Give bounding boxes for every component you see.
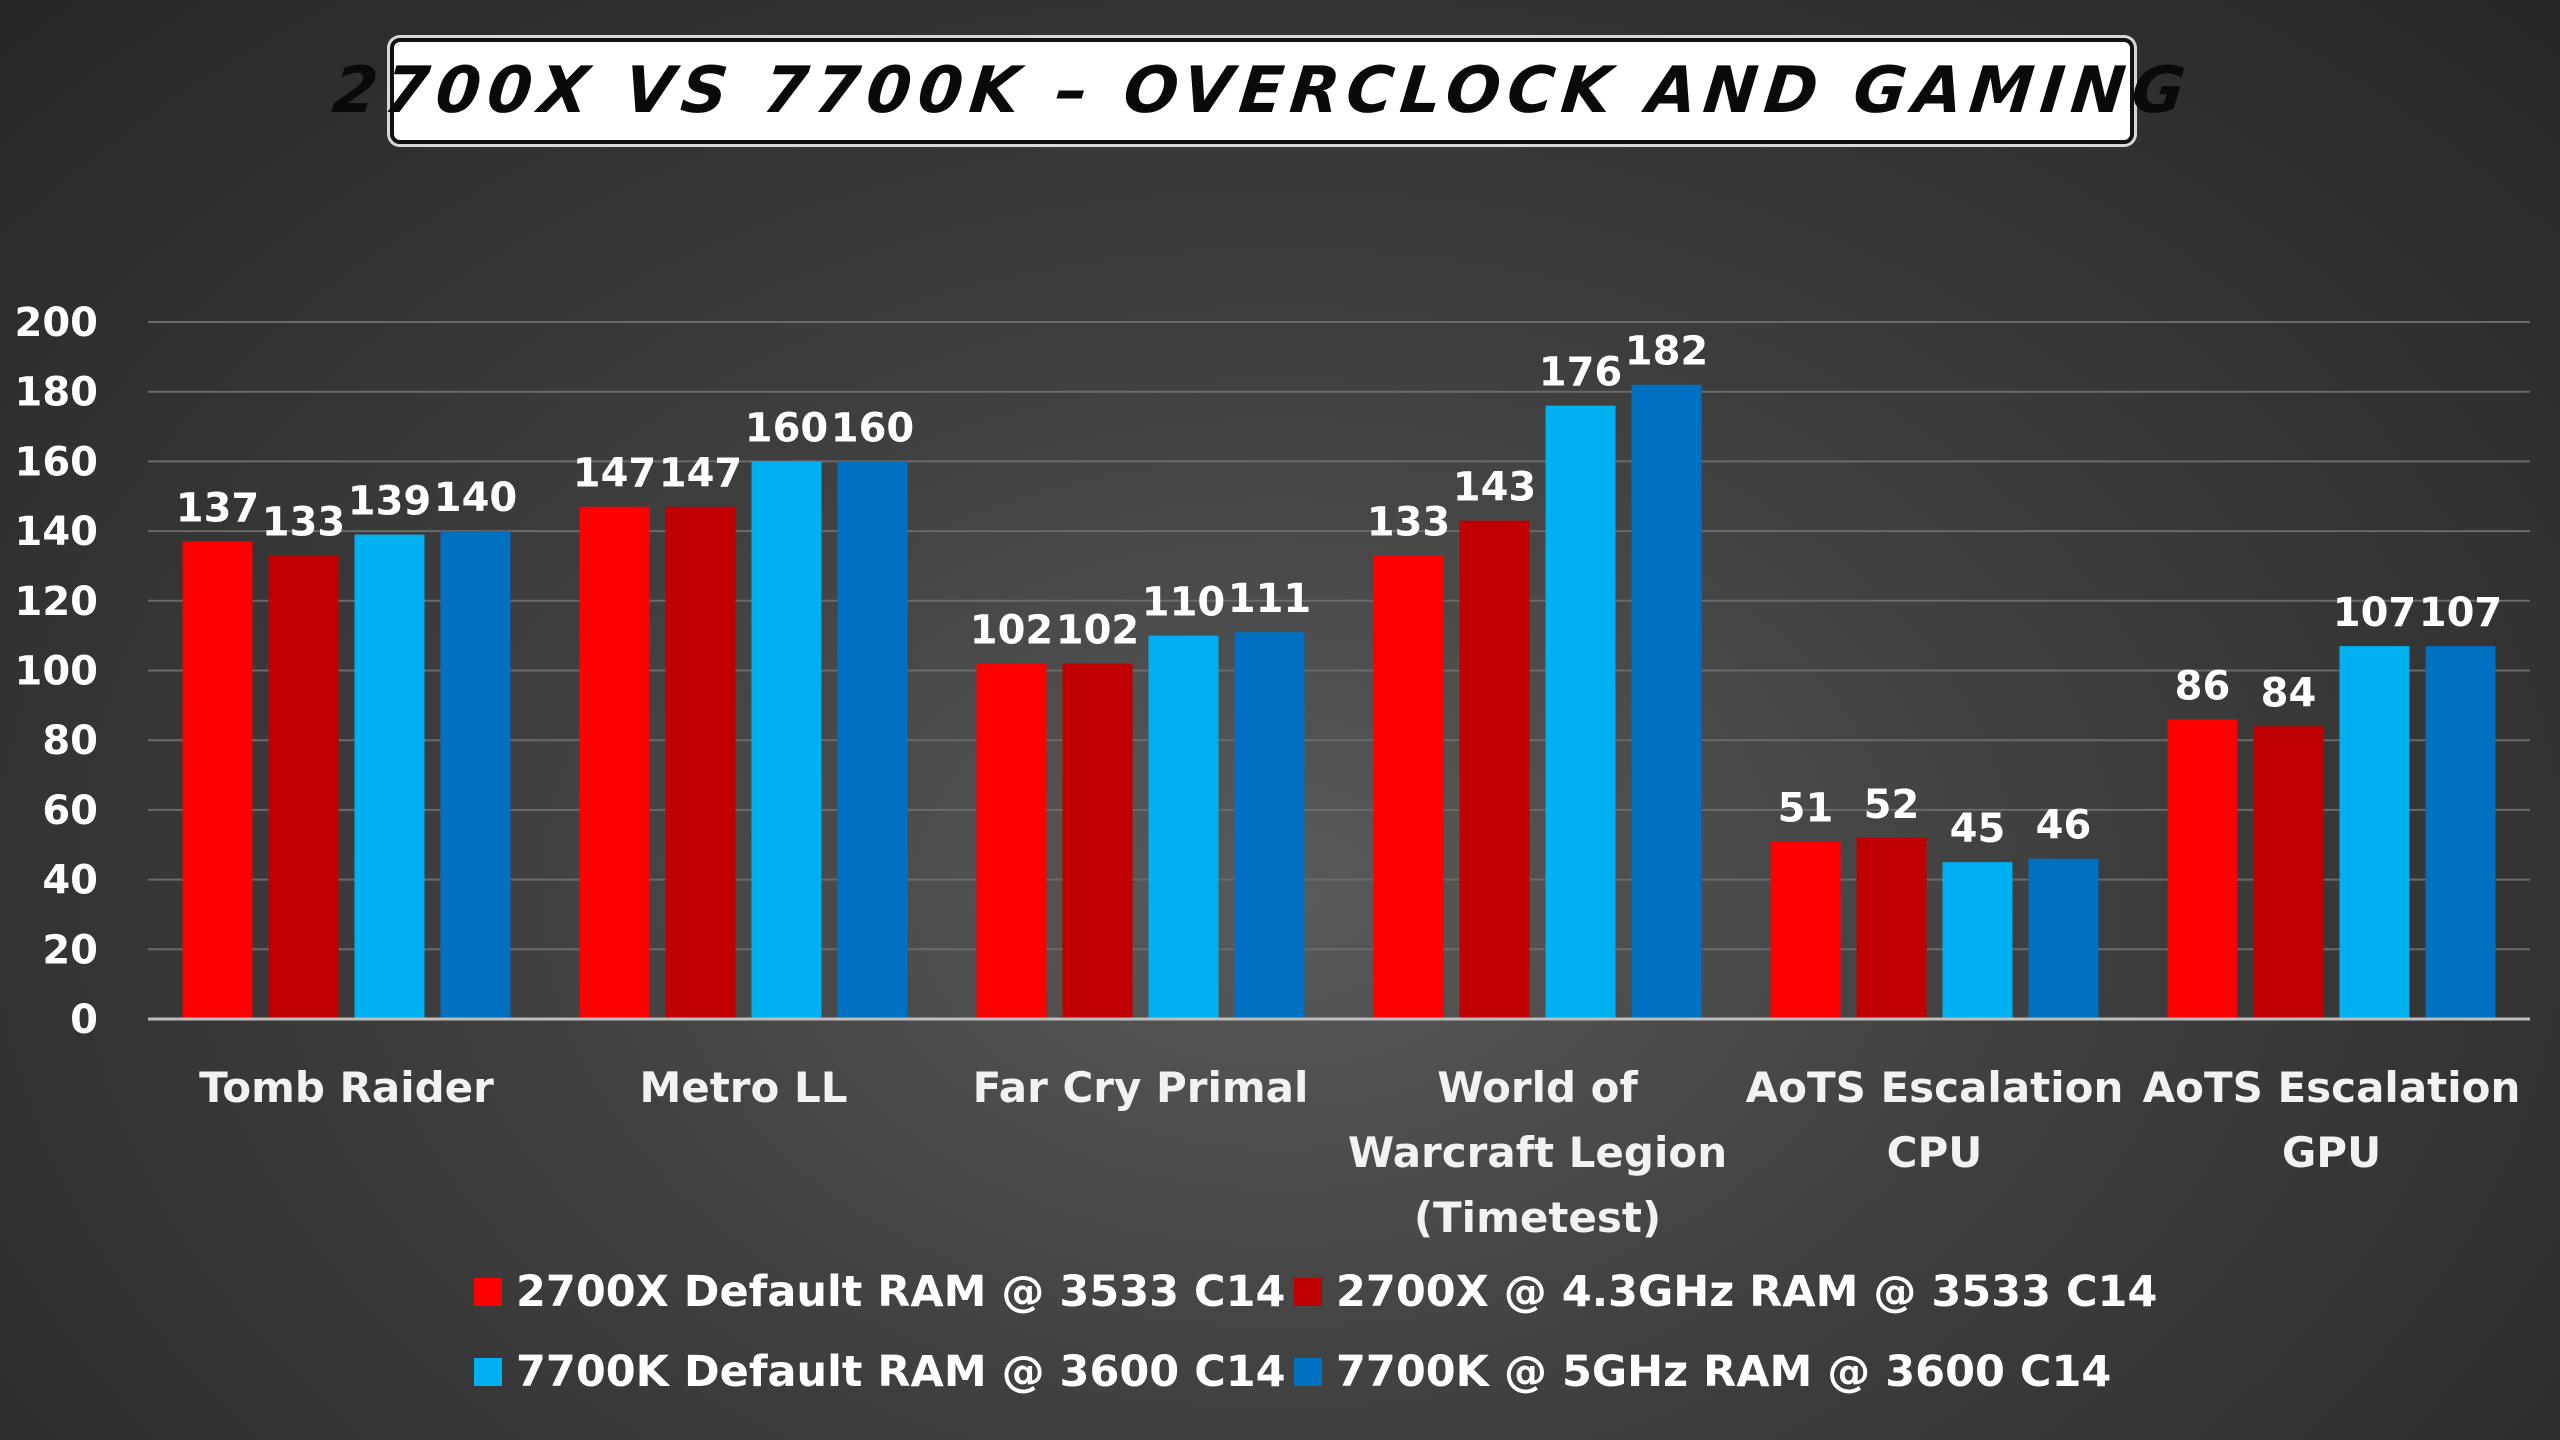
- data-label: 160: [745, 405, 829, 451]
- bar: [1545, 405, 1616, 1019]
- y-tick-label: 180: [15, 370, 99, 416]
- category-label-line: GPU: [2282, 1128, 2381, 1177]
- data-label: 111: [1228, 576, 1312, 622]
- legend-label: 7700K @ 5GHz RAM @ 3600 C14: [1336, 1347, 2111, 1397]
- bar: [354, 534, 425, 1019]
- category-label: AoTS Escalation CPU: [1746, 1063, 2124, 1177]
- category-label-line: CPU: [1887, 1128, 1983, 1177]
- bar: [1234, 632, 1305, 1019]
- bar: [1062, 663, 1133, 1019]
- category-labels: Tomb Raider Metro LL Far Cry Primal World o…: [199, 1063, 2520, 1242]
- category-label-line: (Timetest): [1414, 1193, 1661, 1242]
- category-label-line: World of: [1437, 1063, 1638, 1112]
- legend-label: 2700X Default RAM @ 3533 C14: [516, 1267, 1285, 1317]
- gridlines: [148, 321, 2530, 951]
- data-label: 52: [1864, 782, 1920, 828]
- category-label: AoTS Escalation GPU: [2143, 1063, 2521, 1177]
- data-label: 102: [970, 608, 1054, 654]
- data-label: 110: [1142, 580, 1226, 626]
- data-label: 45: [1950, 806, 2006, 852]
- category-label-line: AoTS Escalation: [1746, 1063, 2124, 1112]
- data-label: 140: [434, 475, 518, 521]
- bar: [1148, 635, 1219, 1019]
- legend-label: 2700X @ 4.3GHz RAM @ 3533 C14: [1336, 1267, 2157, 1317]
- data-label: 133: [262, 499, 346, 545]
- data-label: 139: [348, 479, 432, 525]
- legend-swatch: [474, 1278, 502, 1306]
- bar: [2028, 858, 2099, 1019]
- data-label: 143: [1453, 465, 1537, 511]
- y-tick-label: 20: [42, 927, 98, 973]
- bar: [2167, 719, 2238, 1019]
- bars: [182, 384, 2496, 1020]
- y-tick-label: 140: [15, 509, 99, 555]
- bar: [2253, 726, 2324, 1019]
- category-label-line: Tomb Raider: [199, 1063, 494, 1112]
- y-axis-ticks: 0 20 40 60 80 100 120 140 160 180 200: [15, 300, 99, 1043]
- data-label: 107: [2333, 590, 2417, 636]
- y-tick-label: 120: [15, 579, 99, 625]
- data-label: 107: [2419, 590, 2503, 636]
- data-label: 137: [176, 486, 260, 532]
- legend: 2700X Default RAM @ 3533 C14 2700X @ 4.3G…: [474, 1267, 2157, 1397]
- legend-swatch: [474, 1358, 502, 1386]
- bar: [1770, 841, 1841, 1019]
- bar: [1631, 384, 1702, 1020]
- bar: [976, 663, 1047, 1019]
- bar: [837, 461, 908, 1019]
- category-label-line: Far Cry Primal: [973, 1063, 1309, 1112]
- bar: [1459, 520, 1530, 1019]
- y-tick-label: 0: [70, 997, 98, 1043]
- bar: [665, 506, 736, 1020]
- category-label-line: AoTS Escalation: [2143, 1063, 2521, 1112]
- category-label-line: Warcraft Legion: [1348, 1128, 1727, 1177]
- data-label: 102: [1056, 608, 1140, 654]
- category-label: Far Cry Primal: [973, 1063, 1309, 1112]
- y-tick-label: 60: [42, 788, 98, 834]
- data-label: 160: [831, 405, 915, 451]
- category-label: World of Warcraft Legion (Timetest): [1348, 1063, 1727, 1242]
- data-label: 182: [1625, 329, 1709, 375]
- bar: [579, 506, 650, 1020]
- data-label: 176: [1539, 350, 1623, 396]
- y-tick-label: 160: [15, 439, 99, 485]
- category-label-line: Metro LL: [639, 1063, 847, 1112]
- data-label: 147: [659, 451, 743, 497]
- bar: [1856, 837, 1927, 1019]
- legend-label: 7700K Default RAM @ 3600 C14: [516, 1347, 1286, 1397]
- bar: [2339, 646, 2410, 1019]
- bar: [440, 531, 511, 1019]
- y-tick-label: 80: [42, 718, 98, 764]
- bar: [1942, 862, 2013, 1019]
- data-label: 86: [2175, 663, 2231, 709]
- bar: [268, 555, 339, 1019]
- data-label: 147: [573, 451, 657, 497]
- y-tick-label: 40: [42, 858, 98, 904]
- title-banner: 2700X VS 7700K – OVERCLOCK AND GAMING: [329, 38, 2195, 144]
- bar: [182, 541, 253, 1019]
- category-label: Metro LL: [639, 1063, 847, 1112]
- data-label: 133: [1367, 499, 1451, 545]
- bar: [751, 461, 822, 1019]
- data-label: 46: [2036, 803, 2092, 849]
- legend-swatch: [1294, 1278, 1322, 1306]
- legend-swatch: [1294, 1358, 1322, 1386]
- data-label: 51: [1778, 785, 1834, 831]
- category-label: Tomb Raider: [199, 1063, 494, 1112]
- bar: [2425, 646, 2496, 1019]
- y-tick-label: 200: [15, 300, 99, 346]
- y-tick-label: 100: [15, 649, 99, 695]
- bar: [1373, 555, 1444, 1019]
- data-label: 84: [2261, 670, 2317, 716]
